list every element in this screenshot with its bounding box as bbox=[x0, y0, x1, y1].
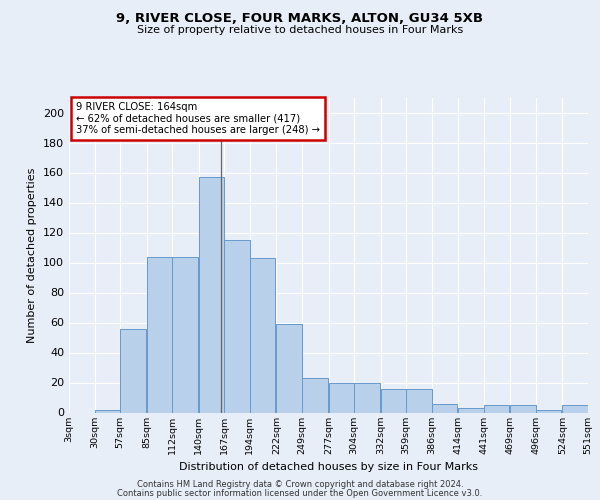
Bar bbox=[380, 388, 406, 412]
X-axis label: Distribution of detached houses by size in Four Marks: Distribution of detached houses by size … bbox=[179, 462, 478, 472]
Bar bbox=[224, 240, 250, 412]
Bar bbox=[95, 410, 120, 412]
Bar bbox=[250, 258, 275, 412]
Bar bbox=[432, 404, 457, 412]
Bar bbox=[172, 256, 198, 412]
Bar bbox=[406, 388, 432, 412]
Bar bbox=[329, 382, 354, 412]
Text: Contains HM Land Registry data © Crown copyright and database right 2024.: Contains HM Land Registry data © Crown c… bbox=[137, 480, 463, 489]
Bar bbox=[277, 324, 302, 412]
Bar bbox=[536, 410, 562, 412]
Text: 9, RIVER CLOSE, FOUR MARKS, ALTON, GU34 5XB: 9, RIVER CLOSE, FOUR MARKS, ALTON, GU34 … bbox=[116, 12, 484, 26]
Bar bbox=[484, 405, 509, 412]
Bar bbox=[199, 177, 224, 412]
Text: 9 RIVER CLOSE: 164sqm
← 62% of detached houses are smaller (417)
37% of semi-det: 9 RIVER CLOSE: 164sqm ← 62% of detached … bbox=[76, 102, 320, 136]
Bar bbox=[458, 408, 484, 412]
Bar bbox=[562, 405, 588, 412]
Bar bbox=[146, 256, 172, 412]
Text: Size of property relative to detached houses in Four Marks: Size of property relative to detached ho… bbox=[137, 25, 463, 35]
Bar bbox=[354, 382, 380, 412]
Text: Contains public sector information licensed under the Open Government Licence v3: Contains public sector information licen… bbox=[118, 489, 482, 498]
Y-axis label: Number of detached properties: Number of detached properties bbox=[28, 168, 37, 342]
Bar bbox=[120, 328, 146, 412]
Bar bbox=[511, 405, 536, 412]
Bar bbox=[302, 378, 328, 412]
